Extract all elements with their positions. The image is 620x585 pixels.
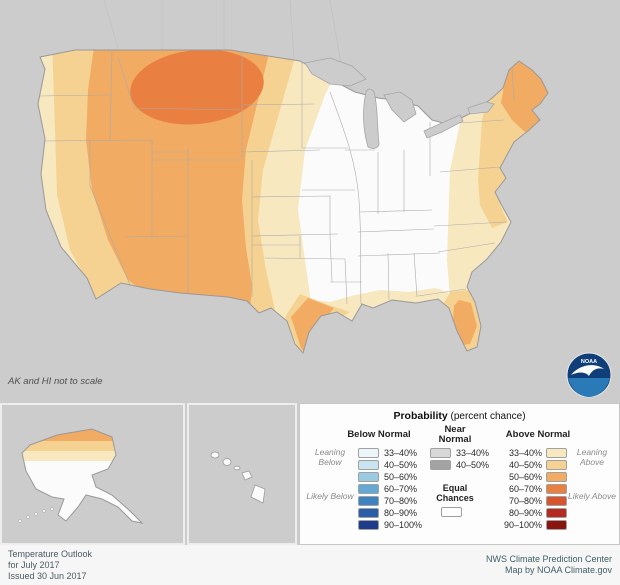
legend-title-sub: (percent chance) [450,411,526,422]
noaa-logo-text: NOAA [581,359,597,365]
legend-panel: Probability (percent chance) Below Norma… [299,403,620,545]
legend-header-near-line1: Near [444,424,466,435]
footer-credit-source: NWS Climate Prediction Center [485,554,612,564]
legend-range-label: 90–100% [384,520,423,530]
legend-swatch [358,472,379,482]
legend-range-label: 60–70% [384,484,418,494]
footer: Temperature Outlook for July 2017 Issued… [0,545,620,585]
legend-range-label: 40–50% [508,460,542,470]
legend-swatch [358,484,379,494]
legend-row-below-4: 70–80% [300,496,619,508]
footer-issued: Issued 30 Jun 2017 [8,571,87,581]
legend-swatch [546,496,567,506]
footer-title: Temperature Outlook [8,549,93,559]
noaa-logo-graphic: NOAA [566,352,612,398]
legend-swatch [430,448,451,458]
us-probability-map [37,0,549,355]
hawaii-inset [187,403,297,545]
region-montana-60-70 [130,50,264,125]
legend-range-label: 33–40% [456,448,490,458]
legend-swatch [546,484,567,494]
footer-credit-map: Map by NOAA Climate.gov [504,565,612,575]
legend-header-near: Near Normal [420,425,490,445]
legend-swatch [358,508,379,518]
legend-header-below: Below Normal [347,429,411,440]
legend-swatch [546,508,567,518]
legend-row-above-0: 33–40% [300,448,619,460]
legend-range-label: 70–80% [384,496,418,506]
legend-range-label: 80–90% [508,508,542,518]
legend-row-above-2: 50–60% [300,472,619,484]
legend-equal-chances-label: Equal Chances [420,483,490,503]
alaska-outline [21,428,144,524]
legend-swatch [358,460,379,470]
legend-swatch [546,520,567,530]
legend-row-below-3: 60–70% [300,484,619,496]
legend-range-label: 40–50% [456,460,490,470]
hawaii-islands [210,451,266,504]
region-texascoast-50-60 [291,298,334,353]
footer-period: for July 2017 [8,560,60,570]
region-florida-50-60 [453,300,477,345]
legend-row-below-2: 50–60% [300,472,619,484]
great-lakes [304,57,495,149]
noaa-logo-sea [568,378,610,397]
legend-row-above-1: 40–50% [300,460,619,472]
legend-row-near-0: 33–40% [300,448,619,460]
legend-equal-line1: Equal [442,483,468,493]
legend-swatch [430,460,451,470]
legend-swatch [546,448,567,458]
legend-swatch [358,496,379,506]
legend-range-label: 33–40% [384,448,418,458]
hawaii-map [210,451,266,504]
legend-row-below-5: 80–90% [300,508,619,520]
legend-likely-above-label: Likely Above [568,491,616,501]
legend-row-above-5: 80–90% [300,508,619,520]
legend-leaning-above-label: Leaning Above [576,447,608,467]
footer-right: NWS Climate Prediction Center Map by NOA… [486,554,612,576]
noaa-logo: NOAA [566,352,612,398]
legend-range-label: 80–90% [384,508,418,518]
legend-header-near-line2: Normal [438,434,472,445]
legend-range-label: 60–70% [508,484,542,494]
legend-leaning-below-label: Leaning Below [314,447,346,467]
legend-range-label: 70–80% [508,496,542,506]
legend-equal-line2: Chances [436,493,474,503]
legend-swatch [358,520,379,530]
legend-title: Probability (percent chance) [300,410,619,422]
legend-range-label: 50–60% [384,472,418,482]
legend-range-label: 40–50% [384,460,418,470]
legend-range-label: 90–100% [503,520,542,530]
legend-header-above: Above Normal [505,429,571,440]
alaska-inset [0,403,185,545]
legend-swatch-equal-chances [441,507,462,517]
state-boundaries [38,50,515,305]
legend-range-label: 33–40% [508,448,542,458]
legend-row-below-1: 40–50% [300,460,619,472]
legend-range-label: 50–60% [508,472,542,482]
legend-row-below-6: 90–100% [300,520,619,532]
alaska-shading [22,429,142,523]
legend-title-main: Probability [393,410,448,422]
aleutian-islands [18,507,54,523]
legend-swatch [546,460,567,470]
noaa-bird-icon [571,365,604,376]
scale-note: AK and HI not to scale [8,376,103,387]
canada-province-lines [103,0,343,71]
legend-row-above-6: 90–100% [300,520,619,532]
region-newengland-50-60 [501,58,548,133]
legend-likely-below-label: Likely Below [306,491,354,501]
legend-row-near-1: 40–50% [300,460,619,472]
alaska-map [18,428,144,524]
footer-left: Temperature Outlook for July 2017 Issued… [8,549,92,582]
legend-row-below-0: 33–40% [300,448,619,460]
legend-row-above-4: 70–80% [300,496,619,508]
legend-swatch [546,472,567,482]
legend-row-above-3: 60–70% [300,484,619,496]
legend-swatch [358,448,379,458]
